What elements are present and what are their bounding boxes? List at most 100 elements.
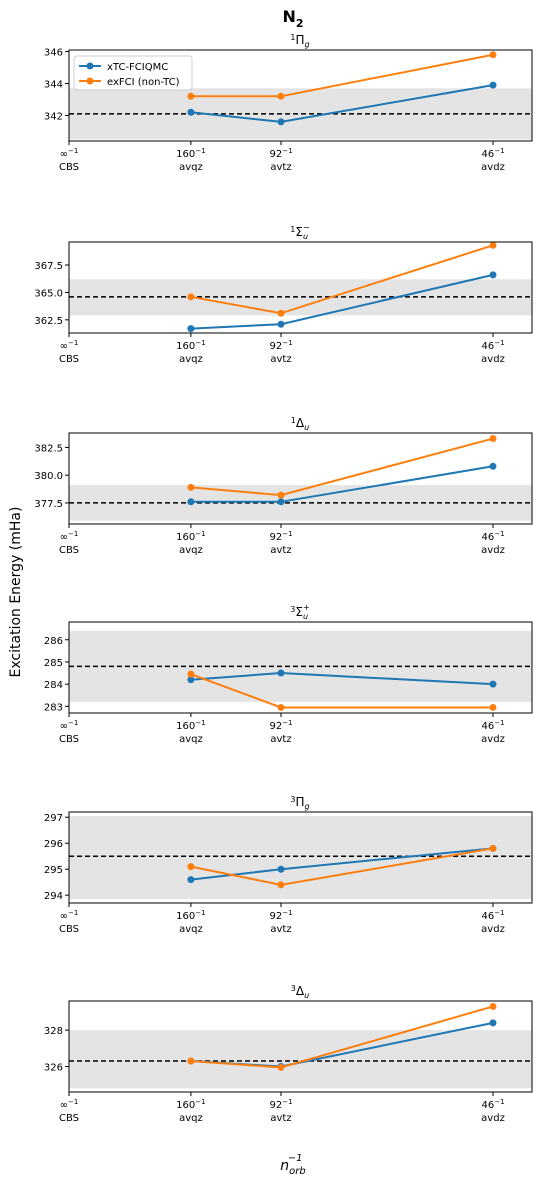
- x-tick-basis-label: avdz: [481, 545, 505, 556]
- panel-title: 3Δu: [291, 984, 309, 1000]
- data-point: [277, 92, 285, 100]
- x-tick-basis-label: CBS: [59, 734, 79, 745]
- x-tick-label: 92−1: [269, 147, 292, 160]
- y-tick-label: 297: [44, 813, 63, 824]
- data-point: [489, 680, 497, 688]
- y-tick-label: 295: [44, 865, 63, 876]
- y-axis-label: Excitation Energy (mHa): [8, 507, 24, 678]
- panel: 362.5 365.0 367.5 ∞−1 CBS 160−1 avqz 92−1 avtz 46…: [34, 223, 533, 365]
- data-point: [277, 703, 285, 711]
- y-tick-label: 367.5: [34, 261, 63, 272]
- x-tick-basis-label: avdz: [481, 354, 505, 365]
- x-tick-label: 160−1: [176, 909, 205, 922]
- x-tick-basis-label: avtz: [270, 162, 291, 173]
- axes-frame: [68, 241, 533, 334]
- axes-frame: [68, 432, 533, 525]
- data-point: [187, 1057, 195, 1065]
- x-tick-basis-label: avqz: [179, 162, 203, 173]
- x-tick-basis-label: avtz: [270, 734, 291, 745]
- x-tick-label: 92−1: [269, 719, 292, 732]
- data-point: [187, 483, 195, 491]
- x-tick-label: 92−1: [269, 909, 292, 922]
- x-tick-label: 46−1: [481, 1098, 504, 1111]
- data-point: [277, 118, 285, 126]
- uncertainty-band: [69, 815, 532, 900]
- x-tick-label: 160−1: [176, 147, 205, 160]
- data-point: [489, 271, 497, 279]
- x-tick-basis-label: avdz: [481, 1113, 505, 1124]
- data-point: [489, 462, 497, 470]
- y-tick-label: 377.5: [34, 499, 63, 510]
- y-tick-label: 365.0: [34, 288, 63, 299]
- panel: 294 295 296 297 ∞−1 CBS 160−1 avqz 92−1 avtz 46−1 a…: [44, 795, 533, 935]
- panel-title: 3Πg: [290, 795, 309, 811]
- x-tick-label: 160−1: [176, 530, 205, 543]
- x-tick-basis-label: CBS: [59, 162, 79, 173]
- x-tick-basis-label: avtz: [270, 924, 291, 935]
- x-tick-basis-label: avqz: [179, 924, 203, 935]
- x-tick-basis-label: avdz: [481, 734, 505, 745]
- panel-title: 3Σu+: [290, 603, 309, 621]
- data-point: [187, 92, 195, 100]
- x-tick-label: 46−1: [481, 909, 504, 922]
- axes-frame: [68, 621, 533, 714]
- x-tick-basis-label: avqz: [179, 354, 203, 365]
- x-tick-basis-label: avqz: [179, 1113, 203, 1124]
- data-point: [489, 241, 497, 249]
- x-tick-label: ∞−1: [60, 147, 79, 160]
- legend-label: exFCI (non-TC): [107, 77, 180, 88]
- data-point: [277, 1063, 285, 1071]
- data-point: [277, 309, 285, 317]
- data-point: [489, 703, 497, 711]
- data-point: [187, 670, 195, 678]
- panel: 377.5 380.0 382.5 ∞−1 CBS 160−1 avqz 92−1 avtz 46…: [34, 416, 533, 556]
- data-point: [277, 491, 285, 499]
- y-tick-label: 380.0: [34, 471, 63, 482]
- legend-box: [73, 55, 193, 91]
- x-tick-label: 160−1: [176, 1098, 205, 1111]
- x-axis-label: norb−1: [280, 1153, 305, 1177]
- data-point: [489, 1002, 497, 1010]
- data-point: [489, 51, 497, 59]
- axes-frame: [68, 811, 533, 904]
- panel: 283 284 285 286 ∞−1 CBS 160−1 avqz 92−1 avtz 46−1 a…: [44, 603, 533, 745]
- y-tick-label: 344: [44, 80, 63, 91]
- legend-swatch-marker: [86, 62, 94, 70]
- legend-label: xTC-FCIQMC: [107, 62, 168, 73]
- x-tick-label: ∞−1: [60, 530, 79, 543]
- x-tick-basis-label: avqz: [179, 545, 203, 556]
- data-point: [489, 1019, 497, 1027]
- data-point: [277, 669, 285, 677]
- panel-title: 1Δu: [291, 416, 309, 432]
- x-tick-label: 160−1: [176, 719, 205, 732]
- legend: xTC-FCIQMC exFCI (non-TC): [73, 55, 193, 91]
- y-tick-label: 346: [44, 48, 63, 59]
- x-tick-basis-label: CBS: [59, 924, 79, 935]
- data-point: [187, 676, 195, 684]
- x-tick-label: ∞−1: [60, 909, 79, 922]
- data-point: [187, 108, 195, 116]
- x-tick-basis-label: CBS: [59, 545, 79, 556]
- panel: 326 328 ∞−1 CBS 160−1 avqz 92−1 avtz 46−1 avdz 3Δu: [44, 984, 533, 1124]
- x-tick-basis-label: avtz: [270, 354, 291, 365]
- y-tick-label: 294: [44, 891, 63, 902]
- data-point: [187, 863, 195, 871]
- x-tick-label: 160−1: [176, 339, 205, 352]
- data-point: [187, 293, 195, 301]
- x-tick-basis-label: CBS: [59, 354, 79, 365]
- y-tick-label: 283: [44, 702, 63, 713]
- axes-frame: [68, 49, 533, 142]
- legend-swatch-marker: [86, 77, 94, 85]
- panel: 342 344 346 ∞−1 CBS 160−1 avqz 92−1 avtz 46−1 avdz…: [44, 33, 533, 173]
- data-point: [277, 498, 285, 506]
- x-tick-label: ∞−1: [60, 339, 79, 352]
- data-point: [489, 435, 497, 443]
- y-tick-label: 286: [44, 636, 63, 647]
- y-tick-label: 285: [44, 658, 63, 669]
- panels: 342 344 346 ∞−1 CBS 160−1 avqz 92−1 avtz 46−1 avdz…: [34, 33, 533, 1124]
- x-tick-label: 46−1: [481, 719, 504, 732]
- x-tick-label: 46−1: [481, 339, 504, 352]
- data-point: [277, 881, 285, 889]
- data-point: [187, 325, 195, 333]
